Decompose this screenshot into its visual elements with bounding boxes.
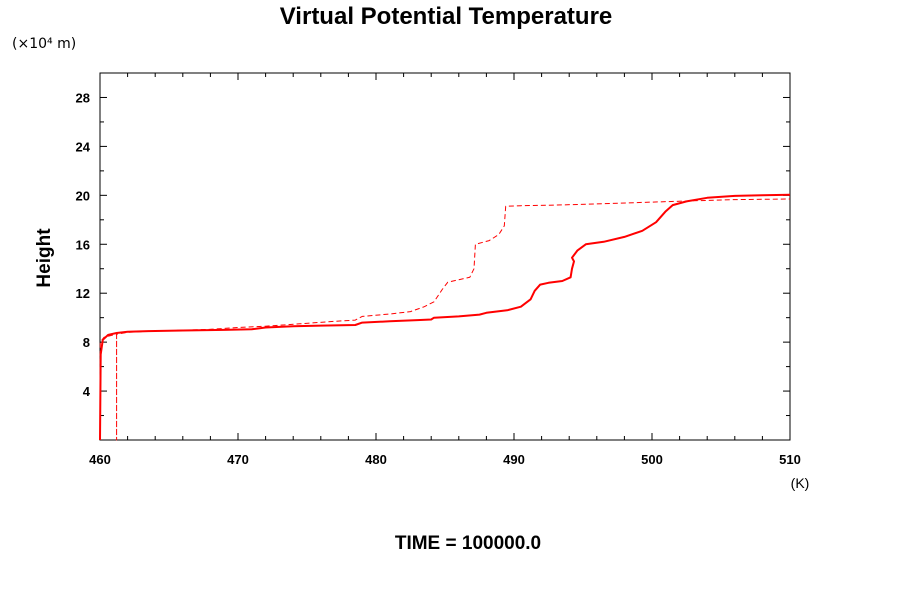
y-tick-label: 4 [83,384,91,399]
y-tick-label: 12 [76,286,90,301]
solid-series-line [99,193,791,441]
dashed-series-line [99,198,791,441]
y-tick-label: 28 [76,90,90,105]
y-tick-label: 20 [76,188,90,203]
y-tick-label: 24 [76,139,91,154]
x-tick-label: 510 [779,452,801,467]
y-scale-label: (×10⁴ m) [12,36,76,52]
x-tick-label: 470 [227,452,249,467]
axis-ticks: 460 470 480 490 500 510 4 8 12 16 20 24 28 [76,73,801,467]
y-tick-label: 8 [83,335,90,350]
time-label: TIME = 100000.0 [395,533,541,554]
x-tick-label: 460 [89,452,111,467]
chart-title: Virtual Potential Temperature [280,3,613,30]
plot-frame [99,72,791,441]
x-tick-label: 480 [365,452,387,467]
data-lines [99,193,791,441]
x-tick-label: 490 [503,452,525,467]
y-axis-label: Height [34,228,55,288]
y-tick-label: 16 [76,237,90,252]
x-tick-label: 500 [641,452,663,467]
x-axis-unit: (K) [791,475,810,491]
